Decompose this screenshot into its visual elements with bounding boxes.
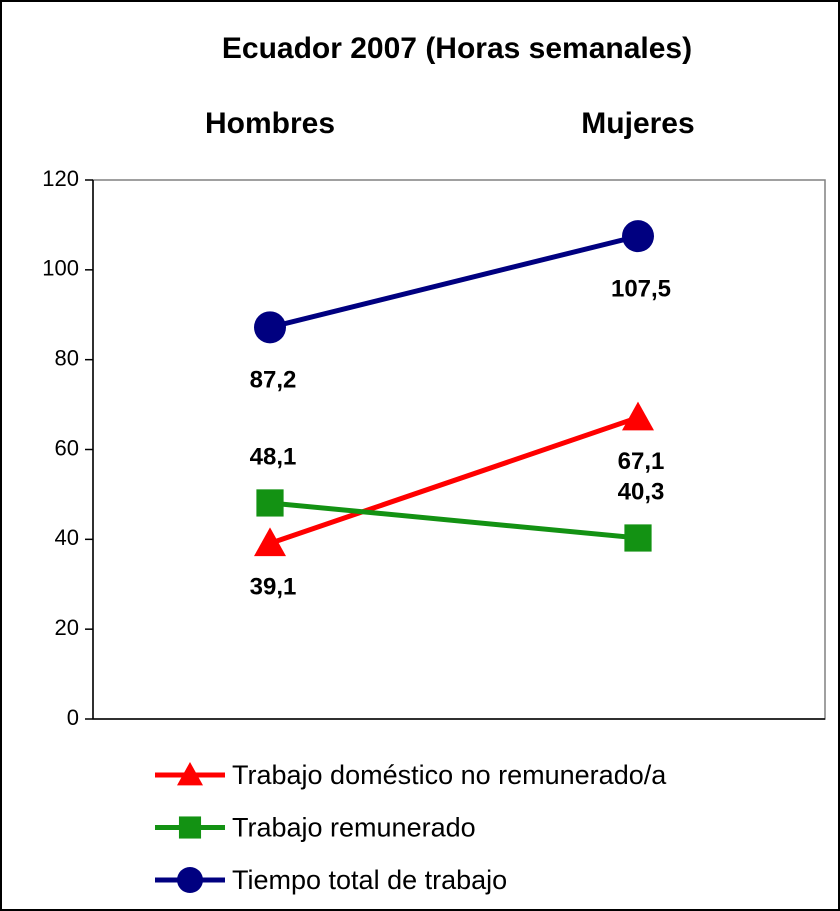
data-label: 67,1 (618, 448, 665, 475)
legend-label: Tiempo total de trabajo (232, 865, 507, 895)
data-label: 48,1 (250, 443, 297, 470)
marker (622, 220, 654, 253)
series-line (269, 233, 639, 330)
marker (622, 401, 654, 431)
marker (254, 527, 286, 557)
marker (254, 311, 286, 344)
y-tick-label: 60 (55, 435, 79, 460)
marker (256, 489, 284, 517)
category-label: Mujeres (581, 107, 694, 140)
data-label: 39,1 (250, 574, 297, 601)
category-label: Hombres (205, 107, 335, 140)
legend-label: Trabajo doméstico no remunerado/a (232, 760, 667, 790)
y-tick-label: 80 (55, 345, 79, 370)
marker (177, 867, 203, 893)
marker (177, 762, 203, 786)
y-tick-label: 20 (55, 615, 79, 640)
data-label: 107,5 (611, 275, 671, 302)
y-tick-label: 40 (55, 525, 79, 550)
chart-title: Ecuador 2007 (Horas semanales) (222, 32, 692, 65)
marker (178, 816, 202, 839)
y-tick-label: 100 (42, 256, 79, 281)
series-line (269, 500, 639, 541)
marker (624, 524, 652, 552)
data-label: 87,2 (250, 367, 297, 394)
y-tick-label: 120 (42, 166, 79, 191)
data-label: 40,3 (618, 478, 665, 505)
series-line (269, 415, 639, 546)
legend-label: Trabajo remunerado (232, 813, 476, 843)
y-tick-label: 0 (67, 705, 79, 730)
